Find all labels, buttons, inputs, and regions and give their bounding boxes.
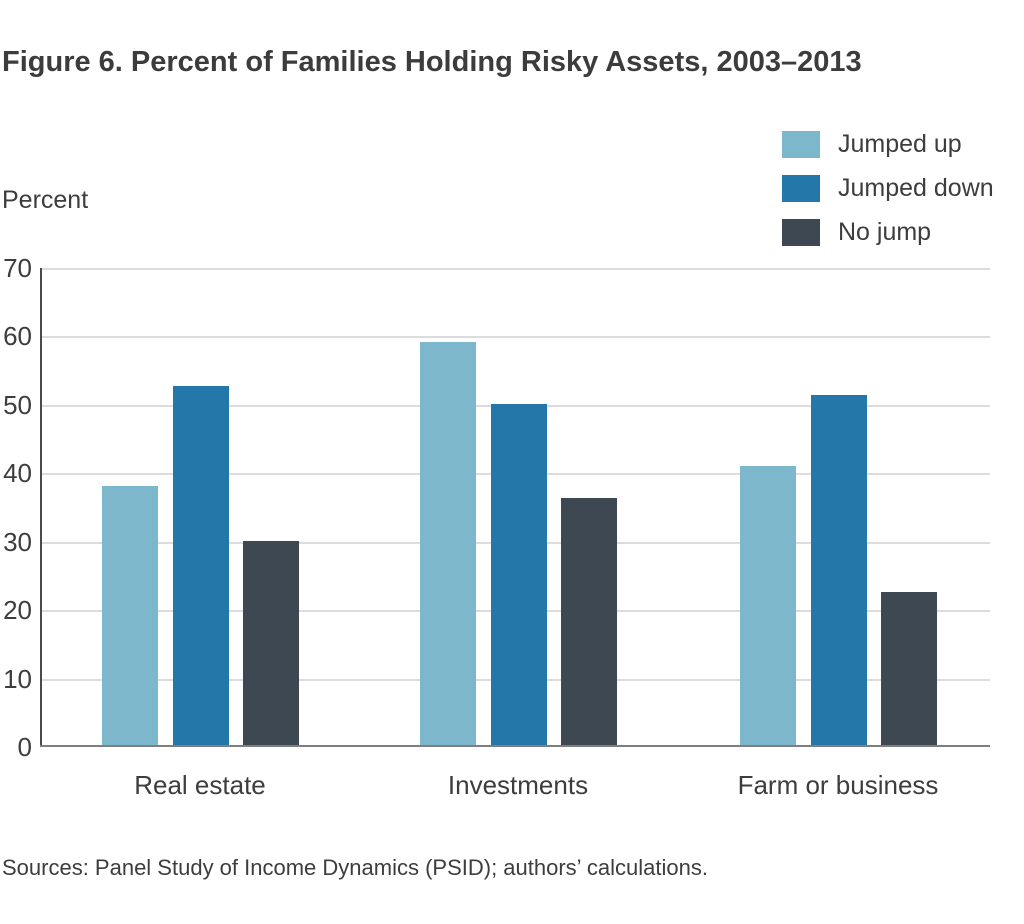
- gridline-70: [40, 268, 990, 270]
- bar-farm-or-business-jumped-up: [740, 466, 796, 746]
- y-tick-label-0: 0: [17, 732, 32, 762]
- legend-item-no-jump: No jump: [782, 218, 994, 246]
- bar-farm-or-business-jumped-down: [810, 394, 867, 746]
- bar-farm-or-business-no-jump: [881, 592, 937, 746]
- y-tick-label-10: 10: [3, 663, 32, 694]
- plot-bars: [0, 268, 1024, 747]
- legend: Jumped up Jumped down No jump: [782, 130, 994, 263]
- category-label-farm-or-business: Farm or business: [737, 770, 939, 800]
- y-axis-title: Percent: [2, 186, 89, 214]
- page-title: Figure 6. Percent of Families Holding Ri…: [2, 46, 862, 78]
- bar-real-estate-jumped-up: [102, 485, 158, 746]
- legend-item-jumped-down: Jumped down: [782, 174, 994, 202]
- y-tick-label-20: 20: [3, 595, 32, 626]
- bar-investments-no-jump: [561, 497, 617, 746]
- y-axis-line: [40, 268, 42, 747]
- legend-swatch-icon: [782, 131, 820, 158]
- legend-swatch-icon: [782, 175, 820, 202]
- y-tick-label-50: 50: [3, 389, 32, 420]
- y-tick-label-60: 60: [3, 321, 32, 352]
- category-label-investments: Investments: [447, 770, 589, 800]
- source-note: Sources: Panel Study of Income Dynamics …: [2, 855, 708, 880]
- y-tick-label-40: 40: [3, 458, 32, 489]
- y-tick-label-70: 70: [3, 253, 32, 283]
- y-tick-label-30: 30: [3, 526, 32, 557]
- bar-investments-jumped-up: [420, 341, 476, 746]
- bar-real-estate-no-jump: [243, 540, 299, 746]
- legend-swatch-icon: [782, 219, 820, 246]
- bar-real-estate-jumped-down: [172, 386, 229, 746]
- legend-label: No jump: [838, 218, 932, 246]
- bar-investments-jumped-down: [490, 403, 547, 746]
- x-axis-line: [40, 745, 990, 747]
- legend-label: Jumped up: [838, 130, 962, 158]
- category-label-real-estate: Real estate: [134, 770, 266, 800]
- legend-item-jumped-up: Jumped up: [782, 130, 994, 158]
- gridline-60: [40, 336, 990, 339]
- legend-label: Jumped down: [838, 174, 994, 202]
